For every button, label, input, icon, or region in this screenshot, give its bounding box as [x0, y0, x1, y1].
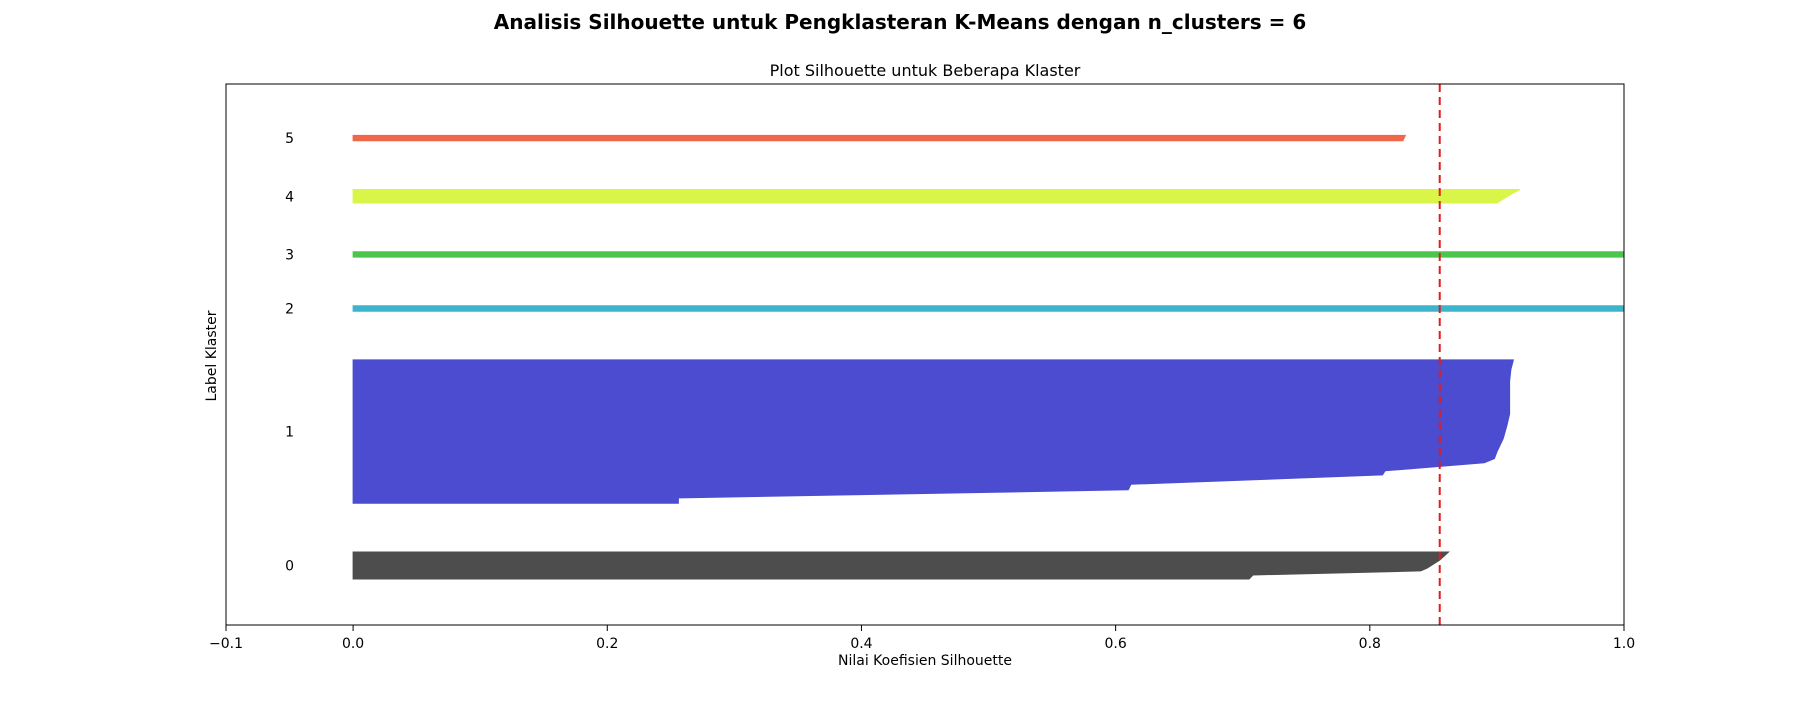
x-tick-label: −0.1	[209, 636, 243, 652]
plot-frame	[225, 83, 1625, 626]
silhouette-cluster-2	[352, 305, 1625, 312]
silhouette-cluster-0	[352, 551, 1450, 580]
cluster-label-4: 4	[285, 189, 294, 205]
cluster-label-3: 3	[285, 247, 294, 263]
x-tick-label: 0.0	[342, 636, 364, 652]
silhouette-marks	[352, 134, 1625, 580]
x-tick-label: 0.6	[1105, 636, 1127, 652]
x-axis-label: Nilai Koefisien Silhouette	[838, 653, 1012, 669]
cluster-label-0: 0	[285, 558, 294, 574]
cluster-label-2: 2	[285, 302, 294, 318]
cluster-label-5: 5	[285, 131, 294, 147]
chart-title: Plot Silhouette untuk Beberapa Klaster	[770, 61, 1081, 80]
x-tick-label: 1.0	[1613, 636, 1635, 652]
cluster-label-1: 1	[285, 425, 294, 441]
x-tick-label: 0.8	[1359, 636, 1381, 652]
y-axis-label: Label Klaster	[204, 310, 220, 401]
silhouette-cluster-1	[352, 359, 1515, 504]
x-axis: −0.1 0.0 0.2 0.4 0.6 0.8 1.0	[209, 625, 1635, 652]
silhouette-cluster-3	[352, 251, 1625, 258]
x-tick-label: 0.4	[850, 636, 872, 652]
cluster-labels: 0 1 2 3 4 5	[285, 131, 294, 574]
silhouette-cluster-4	[352, 189, 1521, 204]
silhouette-cluster-5	[352, 134, 1407, 142]
figure-suptitle: Analisis Silhouette untuk Pengklasteran …	[494, 10, 1307, 34]
x-tick-label: 0.2	[596, 636, 618, 652]
